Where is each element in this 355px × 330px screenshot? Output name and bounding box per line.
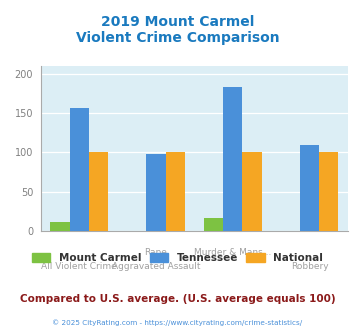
- Text: Robbery: Robbery: [291, 262, 328, 271]
- Bar: [204, 218, 223, 231]
- Text: Rape: Rape: [144, 248, 168, 257]
- Text: Murder & Mans...: Murder & Mans...: [194, 248, 272, 257]
- Bar: [50, 221, 70, 231]
- Bar: [70, 109, 89, 231]
- Text: © 2025 CityRating.com - https://www.cityrating.com/crime-statistics/: © 2025 CityRating.com - https://www.city…: [53, 319, 302, 326]
- Bar: [165, 152, 185, 231]
- Bar: [223, 87, 242, 231]
- Text: All Violent Crime: All Violent Crime: [41, 262, 117, 271]
- Bar: [89, 152, 108, 231]
- Text: Violent Crime Comparison: Violent Crime Comparison: [76, 31, 279, 45]
- Bar: [300, 145, 319, 231]
- Text: Compared to U.S. average. (U.S. average equals 100): Compared to U.S. average. (U.S. average …: [20, 294, 335, 304]
- Bar: [242, 152, 262, 231]
- Text: Aggravated Assault: Aggravated Assault: [112, 262, 200, 271]
- Bar: [146, 154, 165, 231]
- Bar: [319, 152, 338, 231]
- Legend: Mount Carmel, Tennessee, National: Mount Carmel, Tennessee, National: [27, 248, 328, 267]
- Text: 2019 Mount Carmel: 2019 Mount Carmel: [101, 15, 254, 29]
